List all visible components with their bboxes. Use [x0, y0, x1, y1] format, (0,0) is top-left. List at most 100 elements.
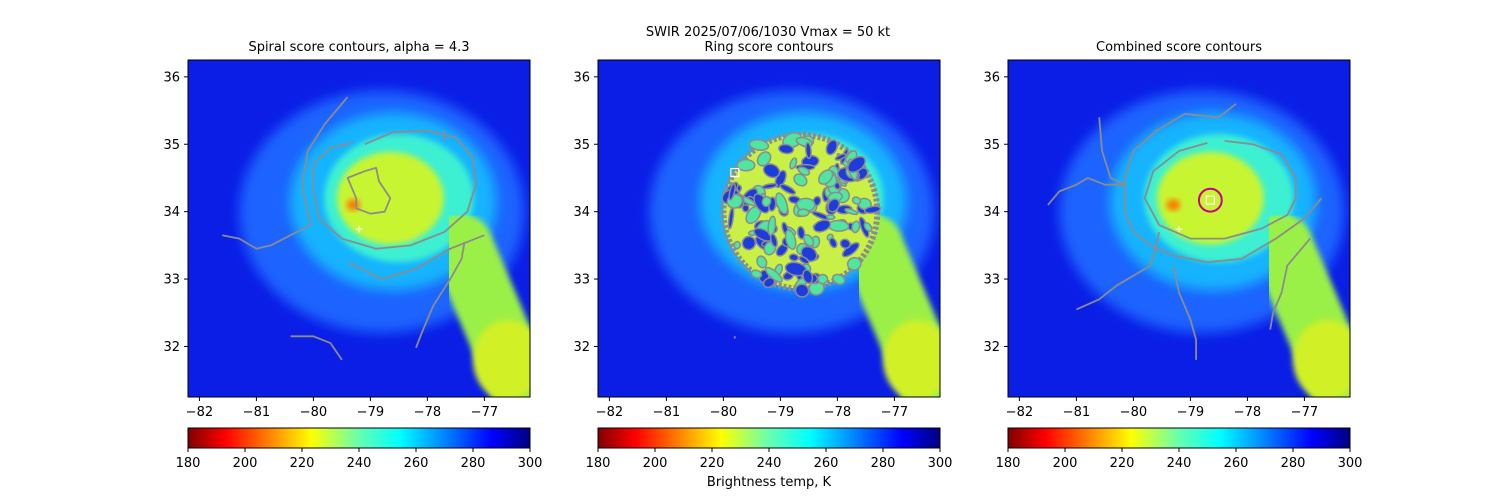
colorbar-tick-label: 220 — [1110, 456, 1135, 471]
score-contour — [1172, 265, 1197, 360]
score-contour — [1047, 117, 1126, 206]
center-plus-marker: + — [354, 223, 363, 236]
colorbar-tick-label: 180 — [586, 456, 611, 471]
heatmap-rainband-core — [473, 320, 530, 397]
ring-contour-blob — [784, 229, 797, 250]
axes-frame — [1007, 59, 1351, 398]
heatmap-coldest-spot — [1166, 199, 1181, 211]
panel-ring: Ring score contours −82 −81 −80 −79 −78 −77 32 3… — [573, 40, 952, 471]
score-contour — [222, 96, 349, 250]
ring-contour-blob — [733, 240, 742, 250]
panel-combined: Combined score contours + −82 −81 −80 −79 −78 −… — [983, 40, 1362, 471]
y-tick-label: 36 — [163, 70, 180, 85]
ring-contour-blob — [863, 222, 873, 233]
score-contour — [290, 335, 343, 361]
ring-contour-blob — [750, 269, 763, 279]
ring-contour-blob — [851, 220, 861, 234]
ring-contour-blob — [756, 151, 772, 167]
x-tick-label: −80 — [1120, 405, 1147, 420]
ring-contour-blob — [756, 255, 768, 269]
score-contour — [415, 241, 466, 349]
x-tick-label: −81 — [653, 405, 680, 420]
colorbar-tick-label: 180 — [176, 456, 201, 471]
colorbar-tick-label: 300 — [928, 456, 953, 471]
ring-contour-blob — [779, 183, 796, 195]
y-tick-label: 32 — [983, 340, 1000, 355]
ring-contour-blob — [762, 163, 781, 179]
x-tick-label: −79 — [1177, 405, 1204, 420]
colorbar-tick-label: 220 — [700, 456, 725, 471]
colorbar-tick-label: 260 — [404, 456, 429, 471]
colorbar — [187, 427, 531, 449]
score-contour — [1269, 238, 1311, 330]
ring-contour-blob — [827, 219, 850, 232]
axes-frame — [597, 59, 941, 398]
ring-contour-blob — [748, 139, 770, 152]
plot-area: + — [1008, 60, 1350, 397]
ring-contour-blob — [825, 139, 838, 156]
score-contour — [312, 129, 477, 250]
heatmap-rainband-core — [883, 320, 940, 397]
plot-area: + — [188, 60, 530, 397]
ring-contour-blob — [844, 208, 859, 216]
panel-title: Ring score contours — [704, 40, 833, 55]
x-tick-label: −78 — [824, 405, 851, 420]
ring-contour-blob — [826, 214, 836, 220]
colorbar-tick-label: 280 — [461, 456, 486, 471]
ring-contour-blob — [788, 253, 800, 262]
colorbar-tick-label: 180 — [996, 456, 1021, 471]
ring-contour-blob — [769, 233, 778, 248]
ring-contour-blob — [775, 192, 789, 215]
colorbar-tick-label: 300 — [518, 456, 543, 471]
x-tick-label: −82 — [1006, 405, 1033, 420]
ring-contour-blob — [832, 273, 846, 285]
colorbar-tick-label: 240 — [1167, 456, 1192, 471]
x-tick-label: −82 — [596, 405, 623, 420]
colorbar-tick-label: 200 — [1053, 456, 1078, 471]
ring-contour-blob — [847, 155, 866, 173]
x-tick-label: −79 — [767, 405, 794, 420]
ring-contour-blob — [794, 283, 810, 298]
panel-title: Spiral score contours, alpha = 4.3 — [248, 40, 469, 55]
ring-contour-blob — [834, 153, 847, 161]
ring-contour-blob — [817, 273, 829, 285]
ring-contour-blob — [863, 205, 882, 214]
x-tick-label: −80 — [710, 405, 737, 420]
score-contour — [346, 166, 392, 215]
ring-contour-blob — [736, 158, 756, 172]
colorbar-tick-label: 260 — [814, 456, 839, 471]
ring-contour-blob — [803, 234, 815, 247]
colorbar-tick-label: 260 — [1224, 456, 1249, 471]
x-tick-label: −78 — [1234, 405, 1261, 420]
y-tick-label: 35 — [573, 138, 590, 153]
plot-area — [598, 60, 940, 397]
ring-contour-blob — [812, 219, 832, 233]
x-tick-label: −80 — [300, 405, 327, 420]
y-tick-label: 33 — [573, 273, 590, 288]
colorbar-tick-label: 200 — [233, 456, 258, 471]
colorbar-tick-label: 220 — [290, 456, 315, 471]
y-tick-label: 34 — [983, 205, 1000, 220]
ring-contour-blob — [796, 208, 810, 217]
x-tick-label: −77 — [471, 405, 498, 420]
y-tick-label: 33 — [163, 273, 180, 288]
score-contour — [1143, 140, 1297, 240]
center-square-marker — [1205, 195, 1215, 205]
ring-contour-blob — [728, 182, 736, 201]
y-tick-label: 33 — [983, 273, 1000, 288]
panel-title: Combined score contours — [1096, 40, 1262, 55]
colorbar-tick-label: 300 — [1338, 456, 1363, 471]
y-tick-label: 36 — [573, 70, 590, 85]
figure-suptitle: SWIR 2025/07/06/1030 Vmax = 50 kt — [646, 25, 890, 40]
y-tick-label: 35 — [163, 138, 180, 153]
y-tick-label: 34 — [163, 205, 180, 220]
colorbar-tick-label: 280 — [1281, 456, 1306, 471]
heatmap-core — [1156, 151, 1264, 245]
ring-contour-blob — [851, 196, 862, 205]
heatmap-rainband-core — [1293, 320, 1350, 397]
axes-frame — [187, 59, 531, 398]
score-contour — [1123, 103, 1323, 264]
x-tick-label: −78 — [414, 405, 441, 420]
ring-contour-blob — [846, 256, 862, 271]
ring-contour-blob — [839, 238, 851, 249]
